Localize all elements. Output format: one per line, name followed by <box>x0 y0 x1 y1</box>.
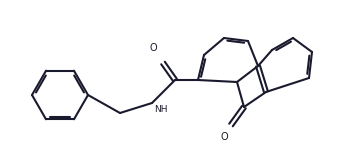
Text: O: O <box>149 43 157 53</box>
Text: NH: NH <box>154 105 168 114</box>
Text: O: O <box>220 132 228 142</box>
